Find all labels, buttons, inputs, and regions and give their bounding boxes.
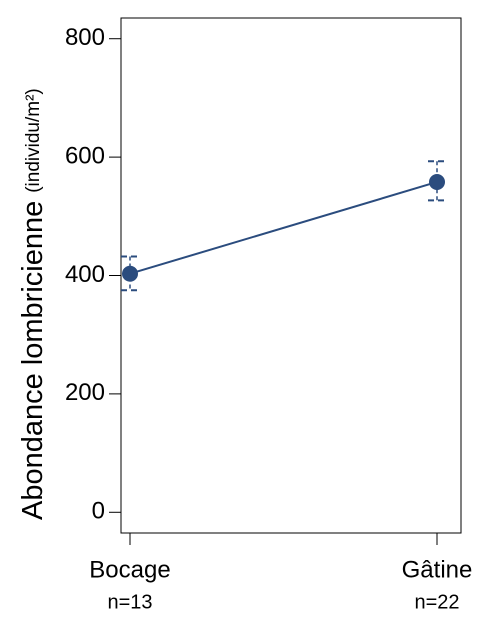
y-tick-label: 400 <box>65 261 105 288</box>
x-tick-sublabel: n=22 <box>414 591 459 613</box>
x-tick-label: Bocage <box>89 556 170 583</box>
point <box>122 265 138 282</box>
x-tick-sublabel: n=13 <box>107 591 152 613</box>
point <box>429 173 445 190</box>
y-tick-label: 0 <box>92 498 105 525</box>
x-tick-label: Gâtine <box>402 556 473 583</box>
plot-frame <box>120 17 462 534</box>
y-axis-label: Abondance lombricienne(individu/m²) <box>17 88 49 520</box>
line <box>129 181 438 275</box>
y-tick-label: 200 <box>65 379 105 406</box>
y-tick-label: 800 <box>65 24 105 51</box>
y-tick-label: 600 <box>65 142 105 169</box>
